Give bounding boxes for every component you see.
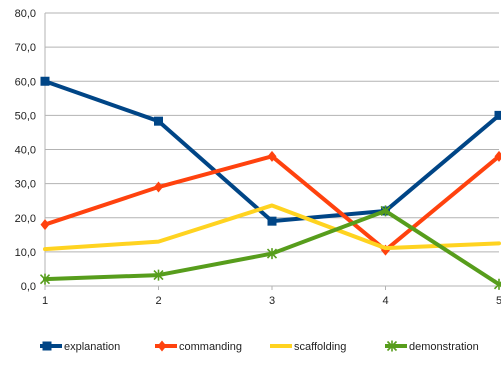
- y-tick-label: 0,0: [21, 281, 36, 293]
- x-tick-labels: 1 2 3 4 5: [42, 295, 501, 307]
- legend-label: scaffolding: [294, 341, 346, 353]
- y-tick-label: 30,0: [15, 179, 36, 191]
- y-tick-label: 60,0: [15, 76, 36, 88]
- y-tick-label: 50,0: [15, 110, 36, 122]
- y-tick-label: 70,0: [15, 42, 36, 54]
- y-tick-label: 10,0: [15, 247, 36, 259]
- y-tick-label: 20,0: [15, 213, 36, 225]
- legend-item-explanation: explanation: [40, 341, 120, 353]
- x-tick-label: 5: [496, 295, 501, 307]
- x-tick-label: 4: [382, 295, 388, 307]
- x-tick-label: 3: [269, 295, 275, 307]
- legend-label: demonstration: [409, 341, 479, 353]
- x-tick-label: 2: [155, 295, 161, 307]
- data-point-explanation: [41, 77, 50, 86]
- data-point-explanation: [154, 117, 163, 126]
- data-point-explanation: [268, 217, 277, 226]
- legend: explanation commanding scaffolding demonstr…: [40, 341, 479, 354]
- y-tick-label: 80,0: [15, 8, 36, 20]
- legend-item-scaffolding: scaffolding: [270, 341, 346, 353]
- data-point-explanation: [495, 111, 501, 120]
- legend-label: explanation: [64, 341, 120, 353]
- legend-item-demonstration: demonstration: [385, 341, 479, 354]
- legend-item-commanding: commanding: [155, 341, 242, 354]
- legend-label: commanding: [179, 341, 242, 353]
- legend-marker: [158, 341, 167, 352]
- x-tick-label: 1: [42, 295, 48, 307]
- data-point-commanding: [41, 219, 50, 230]
- y-tick-label: 40,0: [15, 145, 36, 157]
- legend-marker: [43, 342, 52, 351]
- y-tick-labels: 0,0 10,0 20,0 30,0 40,0 50,0 60,0 70,0 80,0: [15, 8, 36, 293]
